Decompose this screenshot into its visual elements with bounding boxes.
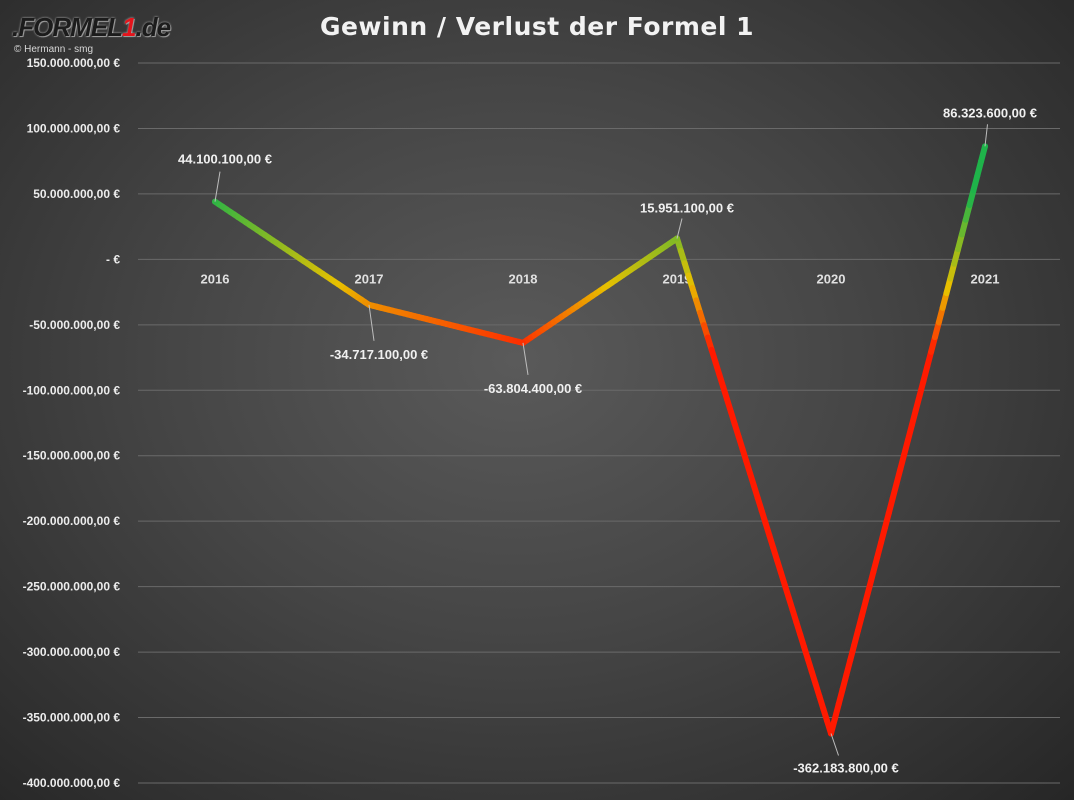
y-tick-label: -50.000.000,00 €	[29, 318, 120, 332]
data-label: 86.323.600,00 €	[943, 105, 1037, 120]
data-label-leader	[830, 733, 839, 756]
y-tick-label: 100.000.000,00 €	[27, 121, 121, 135]
x-axis-tick-labels: 2016 2017 2018 2019 2020 2021	[201, 271, 1000, 286]
x-tick-label: 2019	[663, 271, 692, 286]
x-tick-label: 2017	[355, 271, 384, 286]
x-tick-label: 2016	[201, 271, 230, 286]
y-tick-label: -300.000.000,00 €	[23, 645, 121, 659]
data-label: 44.100.100,00 €	[178, 152, 272, 167]
y-tick-label: -200.000.000,00 €	[23, 514, 121, 528]
gridlines	[138, 62, 1060, 784]
data-label-leader	[522, 342, 529, 375]
y-tick-label: - €	[106, 252, 120, 266]
logo-text-one: 1	[122, 12, 137, 42]
y-tick-label: 150.000.000,00 €	[27, 56, 121, 70]
formel1-logo: .FORMEL1.de	[12, 12, 171, 46]
image-credit: © Hermann - smg	[14, 44, 94, 55]
y-tick-label: -100.000.000,00 €	[23, 383, 121, 397]
y-tick-label: 50.000.000,00 €	[33, 187, 120, 201]
y-axis-tick-labels: 150.000.000,00 € 100.000.000,00 € 50.000.0…	[23, 56, 121, 790]
data-label-leader	[984, 124, 988, 147]
chart-title: Gewinn / Verlust der Formel 1	[319, 12, 755, 41]
data-label: -34.717.100,00 €	[330, 347, 428, 362]
logo-text-suffix: .de	[135, 12, 171, 42]
data-label-leaders	[214, 124, 988, 756]
data-label: -63.804.400,00 €	[484, 381, 582, 396]
y-tick-label: -250.000.000,00 €	[23, 580, 121, 594]
data-label-leader	[676, 218, 683, 239]
data-labels: 44.100.100,00 € -34.717.100,00 € -63.804.4…	[178, 105, 1037, 775]
data-label: -362.183.800,00 €	[793, 760, 899, 775]
y-tick-label: -350.000.000,00 €	[23, 711, 121, 725]
y-tick-label: -400.000.000,00 €	[23, 776, 121, 790]
y-tick-label: -150.000.000,00 €	[23, 449, 121, 463]
logo-text-prefix: .FORMEL	[12, 12, 123, 42]
data-label-leader	[214, 171, 221, 202]
data-label-leader	[368, 304, 375, 341]
x-tick-label: 2021	[971, 271, 1000, 286]
x-tick-label: 2020	[817, 271, 846, 286]
x-tick-label: 2018	[509, 271, 538, 286]
series-line	[212, 143, 988, 737]
data-label: 15.951.100,00 €	[640, 200, 734, 215]
